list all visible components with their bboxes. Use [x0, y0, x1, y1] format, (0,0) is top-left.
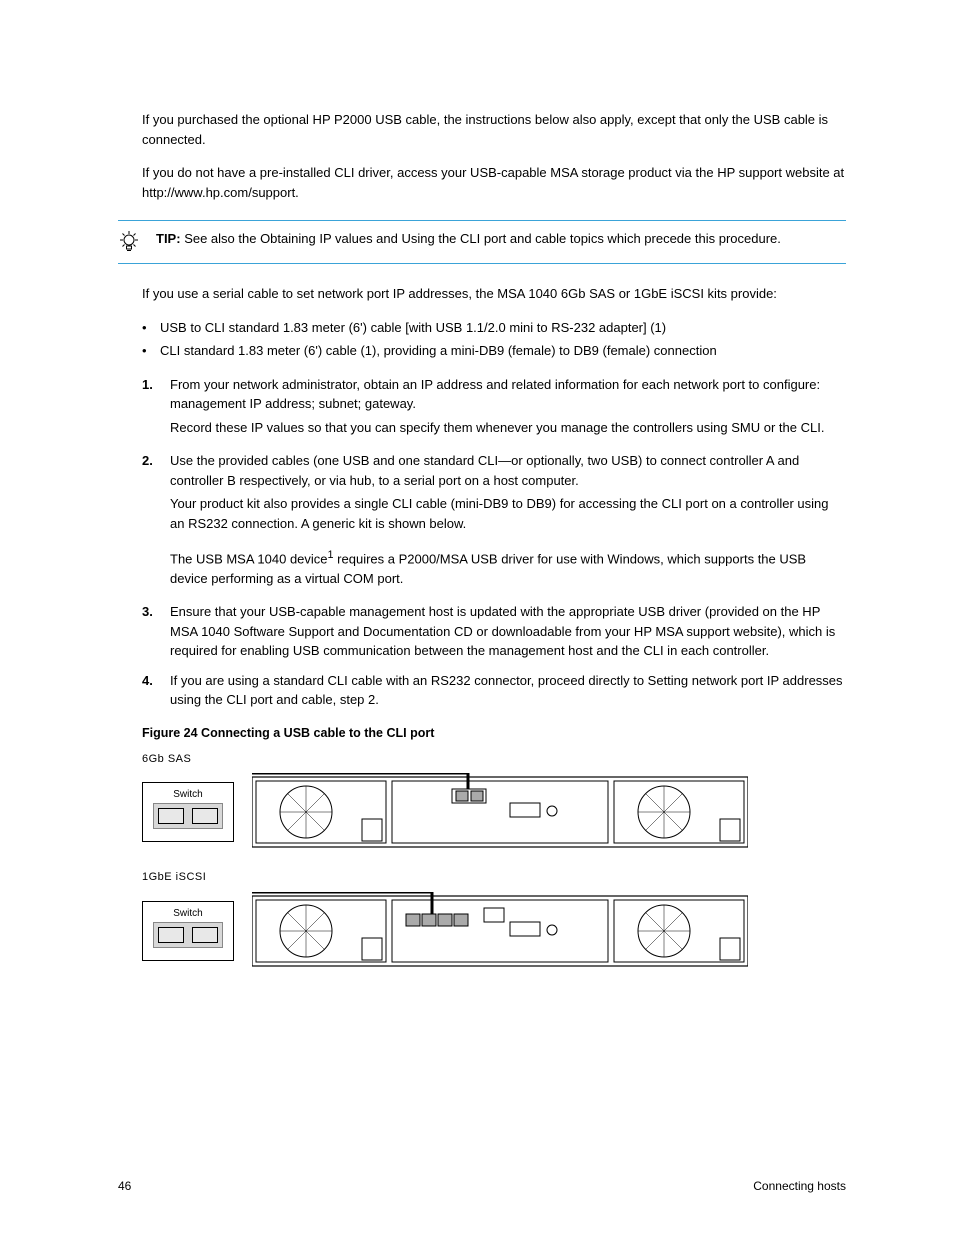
step-4-num: 4.: [142, 671, 160, 710]
step-2-sub1: Your product kit also provides a single …: [118, 494, 846, 533]
figure-1-title: 6Gb SAS: [142, 751, 846, 768]
step-1-num: 1.: [142, 375, 160, 414]
switch-port-icon: [158, 927, 184, 943]
step-2-t3-prefix: The USB MSA 1040 device: [170, 551, 328, 566]
figure-1gbe-iscsi: 1GbE iSCSI Switch: [142, 869, 846, 970]
switch-box-1: Switch: [142, 782, 234, 842]
page-number: 46: [118, 1177, 131, 1195]
switch-box-2: Switch: [142, 901, 234, 961]
figures: 6Gb SAS Switch: [118, 751, 846, 970]
step-3-num: 3.: [142, 602, 160, 661]
switch-port-icon: [192, 808, 218, 824]
tip-label: TIP:: [156, 231, 181, 246]
controller-rear-6gb-sas: [252, 773, 748, 851]
tip-text: See also the Obtaining IP values and Usi…: [184, 231, 781, 246]
figure-6gb-sas: 6Gb SAS Switch: [142, 751, 846, 852]
figure-caption: Figure 24 Connecting a USB cable to the …: [118, 724, 846, 743]
switch-label-2: Switch: [143, 906, 233, 921]
tip-body: TIP: See also the Obtaining IP values an…: [154, 229, 846, 249]
switch-port-icon: [158, 808, 184, 824]
step-2-text: Use the provided cables (one USB and one…: [170, 451, 846, 490]
bullet-2-text: CLI standard 1.83 meter (6') cable (1), …: [160, 341, 846, 361]
bullet-dot: •: [142, 341, 150, 361]
step-3: 3. Ensure that your USB-capable manageme…: [118, 602, 846, 661]
step-1: 1. From your network administrator, obta…: [118, 375, 846, 414]
bullet-dot: •: [142, 318, 150, 338]
figure-2-title: 1GbE iSCSI: [142, 869, 846, 886]
controller-rear-1gbe-iscsi: [252, 892, 748, 970]
switch-label-1: Switch: [143, 787, 233, 802]
intro-p1: If you purchased the optional HP P2000 U…: [118, 110, 846, 149]
bullet-2: • CLI standard 1.83 meter (6') cable (1)…: [118, 341, 846, 361]
step-4-text: If you are using a standard CLI cable wi…: [170, 671, 846, 710]
footer-section: Connecting hosts: [753, 1177, 846, 1195]
step-3-text: Ensure that your USB-capable management …: [170, 602, 846, 661]
step-1-text: From your network administrator, obtain …: [170, 375, 846, 414]
kit-intro: If you use a serial cable to set network…: [118, 284, 846, 304]
step-2-num: 2.: [142, 451, 160, 490]
lightbulb-icon: [118, 229, 140, 253]
step-2: 2. Use the provided cables (one USB and …: [118, 451, 846, 490]
step-2-sub2: The USB MSA 1040 device1 requires a P200…: [118, 547, 846, 588]
intro-p2: If you do not have a pre-installed CLI d…: [118, 163, 846, 202]
tip-box: TIP: See also the Obtaining IP values an…: [118, 220, 846, 264]
switch-port-icon: [192, 927, 218, 943]
step-4: 4. If you are using a standard CLI cable…: [118, 671, 846, 710]
step-1-sub: Record these IP values so that you can s…: [118, 418, 846, 438]
page-footer: 46 Connecting hosts: [118, 1177, 846, 1195]
bullet-1: • USB to CLI standard 1.83 meter (6') ca…: [118, 318, 846, 338]
bullet-1-text: USB to CLI standard 1.83 meter (6') cabl…: [160, 318, 846, 338]
